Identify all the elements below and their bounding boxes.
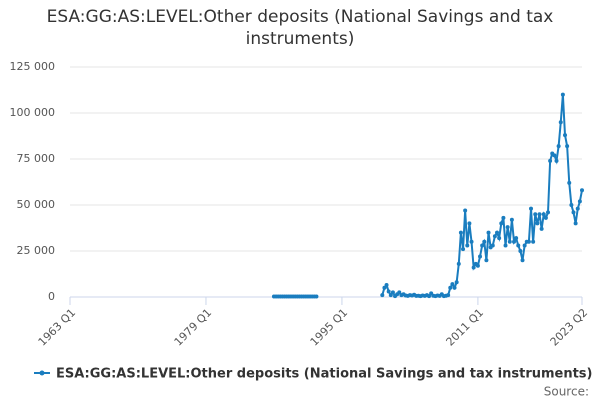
data-point bbox=[520, 258, 525, 263]
data-point bbox=[543, 215, 548, 220]
data-point bbox=[380, 293, 385, 298]
y-tick-label: 50 000 bbox=[17, 198, 56, 211]
x-tick-label: 1979 Q1 bbox=[172, 306, 215, 349]
data-point bbox=[537, 212, 542, 217]
data-point bbox=[556, 144, 561, 149]
data-point bbox=[463, 208, 468, 213]
data-point bbox=[495, 230, 500, 235]
data-point bbox=[482, 239, 487, 244]
data-point bbox=[456, 261, 461, 266]
data-point bbox=[548, 158, 553, 163]
data-point bbox=[475, 263, 480, 268]
data-point bbox=[501, 215, 506, 220]
legend-label: ESA:GG:AS:LEVEL:Other deposits (National… bbox=[56, 367, 593, 382]
data-point bbox=[507, 239, 512, 244]
data-point bbox=[490, 243, 495, 248]
y-tick-label: 0 bbox=[48, 290, 55, 303]
data-point bbox=[458, 230, 463, 235]
data-point bbox=[484, 258, 489, 263]
data-point bbox=[554, 158, 559, 163]
data-point bbox=[514, 236, 519, 241]
data-point bbox=[571, 210, 576, 215]
data-point bbox=[314, 294, 319, 299]
data-point bbox=[492, 234, 497, 239]
y-tick-label: 25 000 bbox=[17, 244, 56, 257]
data-point bbox=[509, 217, 514, 222]
data-point bbox=[465, 243, 470, 248]
data-point bbox=[390, 290, 395, 295]
x-tick-label: 1963 Q1 bbox=[36, 306, 79, 349]
data-point bbox=[560, 92, 565, 97]
data-point bbox=[552, 153, 557, 158]
data-point bbox=[573, 221, 578, 226]
data-point bbox=[526, 239, 531, 244]
data-point bbox=[569, 203, 574, 207]
x-tick-label: 1995 Q1 bbox=[308, 306, 351, 349]
data-point bbox=[397, 290, 402, 295]
data-point bbox=[580, 188, 584, 193]
data-point bbox=[531, 239, 536, 244]
data-point bbox=[427, 294, 432, 299]
data-point bbox=[522, 243, 527, 248]
y-tick-label: 75 000 bbox=[17, 152, 56, 165]
source: Source: bbox=[544, 385, 589, 399]
series-line bbox=[273, 94, 583, 298]
data-point bbox=[503, 243, 508, 248]
data-point bbox=[388, 293, 393, 298]
x-tick-label: 2023 Q2 bbox=[548, 306, 591, 349]
data-point bbox=[448, 285, 453, 290]
data-point bbox=[505, 225, 510, 230]
y-tick-label: 125 000 bbox=[10, 60, 56, 73]
data-point bbox=[577, 199, 582, 204]
chart-title: ESA:GG:AS:LEVEL:Other deposits (National… bbox=[46, 7, 554, 49]
data-point bbox=[446, 293, 451, 298]
data-point bbox=[469, 239, 474, 244]
data-point bbox=[567, 180, 572, 185]
data-point bbox=[467, 221, 472, 226]
y-tick-label: 100 000 bbox=[10, 106, 56, 119]
data-point bbox=[546, 210, 551, 215]
data-point bbox=[499, 221, 504, 226]
data-point bbox=[471, 265, 476, 270]
data-point bbox=[558, 120, 563, 125]
data-point bbox=[516, 243, 521, 248]
data-point bbox=[478, 254, 483, 259]
data-point bbox=[512, 239, 517, 244]
data-point bbox=[452, 285, 457, 290]
data-point bbox=[497, 236, 502, 241]
data-point bbox=[386, 289, 391, 294]
x-tick-label: 2011 Q1 bbox=[444, 306, 487, 349]
data-point bbox=[533, 212, 538, 217]
data-point bbox=[565, 144, 570, 149]
data-point bbox=[384, 283, 389, 288]
data-point bbox=[486, 230, 491, 235]
data-point bbox=[575, 206, 580, 211]
data-point bbox=[541, 212, 546, 217]
data-point bbox=[382, 285, 387, 290]
data-point bbox=[535, 221, 540, 226]
data-point bbox=[454, 280, 459, 285]
legend-marker bbox=[39, 370, 45, 376]
data-point bbox=[518, 249, 523, 253]
data-point bbox=[461, 247, 466, 252]
data-point bbox=[450, 282, 455, 287]
data-point bbox=[563, 133, 568, 138]
data-point bbox=[480, 243, 485, 248]
data-point bbox=[539, 226, 544, 231]
data-point bbox=[529, 206, 534, 211]
